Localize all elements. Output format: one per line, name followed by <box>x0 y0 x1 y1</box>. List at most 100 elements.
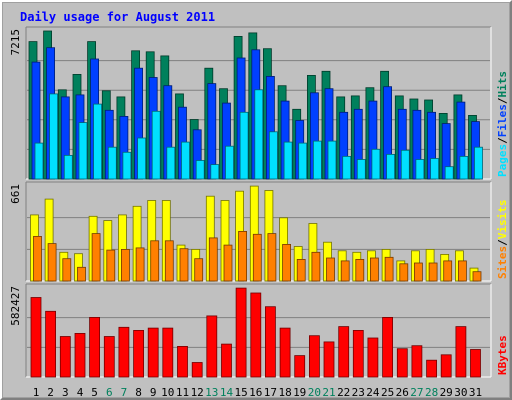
bar-kbytes-day-31 <box>470 349 481 378</box>
bar-sites-day-11 <box>179 248 189 282</box>
bar-pages-day-11 <box>181 141 190 180</box>
bar-sites-day-13 <box>208 237 218 282</box>
panel-2-legend-text: Sites/Visits <box>496 200 509 280</box>
x-tick-label-day-3: 3 <box>62 386 69 398</box>
x-tick-label-day-18: 18 <box>278 386 291 398</box>
x-tick-label-day-16: 16 <box>249 386 262 398</box>
panel-2-legend: Sites/Visits <box>496 200 509 280</box>
bar-pages-day-2 <box>49 93 58 180</box>
bar-kbytes-day-9 <box>147 327 159 378</box>
bar-pages-day-16 <box>254 89 264 180</box>
panel-3-ymax-label: 582427 <box>9 286 22 326</box>
bar-kbytes-day-13 <box>206 315 218 378</box>
bar-kbytes-day-17 <box>264 306 276 378</box>
bar-sites-day-9 <box>150 240 160 282</box>
bar-pages-day-24 <box>371 148 381 180</box>
x-tick-label-day-10: 10 <box>161 386 174 398</box>
x-tick-label-day-17: 17 <box>264 386 277 398</box>
bar-kbytes-day-7 <box>118 326 130 378</box>
bar-kbytes-day-1 <box>30 297 42 378</box>
bar-pages-day-7 <box>122 151 132 180</box>
bar-pages-day-3 <box>63 154 73 180</box>
panel-1-ymax-label: 7215 <box>9 29 22 56</box>
bar-pages-day-21 <box>327 140 337 180</box>
bar-kbytes-day-21 <box>323 341 335 378</box>
bar-kbytes-day-20 <box>308 335 320 378</box>
bar-sites-day-22 <box>340 260 350 282</box>
bar-sites-day-12 <box>194 258 204 282</box>
x-tick-label-day-1: 1 <box>33 386 40 398</box>
legend-separator: / <box>496 97 509 104</box>
bar-pages-day-12 <box>195 160 205 180</box>
bar-sites-day-30 <box>457 260 467 282</box>
bar-pages-day-27 <box>415 159 425 180</box>
bar-pages-day-17 <box>268 131 278 180</box>
bar-kbytes-day-23 <box>352 329 364 378</box>
bar-pages-day-19 <box>298 142 308 180</box>
bar-sites-day-3 <box>62 258 72 282</box>
bar-pages-day-23 <box>356 159 366 180</box>
bar-kbytes-day-15 <box>235 287 247 378</box>
bar-pages-day-8 <box>137 137 147 180</box>
bar-kbytes-day-2 <box>45 310 56 378</box>
panel-1-legend: Pages/Files/Hits <box>496 71 509 177</box>
panel-3-legend-text: KBytes <box>496 335 509 375</box>
bar-kbytes-day-12 <box>191 362 203 378</box>
bar-sites-day-24 <box>369 257 379 282</box>
bar-pages-day-31 <box>474 146 483 180</box>
bar-kbytes-day-10 <box>162 327 174 378</box>
bar-pages-day-15 <box>239 111 249 180</box>
bar-sites-day-17 <box>267 233 277 282</box>
legend-separator: / <box>496 137 509 144</box>
bar-kbytes-day-6 <box>103 336 115 378</box>
bar-pages-day-25 <box>386 153 396 180</box>
legend-separator: / <box>496 239 509 246</box>
bar-kbytes-day-25 <box>382 316 394 378</box>
x-tick-label-day-14: 14 <box>220 386 234 398</box>
x-tick-label-day-19: 19 <box>293 386 306 398</box>
bar-kbytes-day-22 <box>338 326 350 378</box>
x-tick-label-day-9: 9 <box>150 386 157 398</box>
legend-item-visits: Visits <box>496 200 509 240</box>
bar-sites-day-27 <box>413 262 423 282</box>
bar-sites-day-18 <box>282 243 292 282</box>
x-tick-label-day-21: 21 <box>322 386 335 398</box>
bar-pages-day-5 <box>93 103 102 180</box>
bar-sites-day-4 <box>77 266 86 282</box>
bar-sites-day-2 <box>47 243 57 282</box>
x-tick-label-day-6: 6 <box>106 386 113 398</box>
bar-pages-day-9 <box>151 110 161 180</box>
bar-kbytes-day-8 <box>133 329 145 378</box>
bar-pages-day-28 <box>430 158 440 180</box>
bar-sites-day-16 <box>252 233 262 282</box>
x-tick-label-day-27: 27 <box>410 386 423 398</box>
bar-kbytes-day-19 <box>294 355 306 378</box>
bar-kbytes-day-3 <box>59 336 71 378</box>
bar-sites-day-6 <box>106 249 116 282</box>
bar-pages-day-4 <box>78 122 88 180</box>
x-tick-label-day-31: 31 <box>469 386 482 398</box>
bar-sites-day-5 <box>91 233 101 282</box>
bar-pages-day-18 <box>283 141 293 180</box>
x-tick-label-day-29: 29 <box>440 386 453 398</box>
x-tick-label-day-20: 20 <box>308 386 321 398</box>
bar-sites-day-23 <box>355 258 365 282</box>
x-tick-label-day-22: 22 <box>337 386 350 398</box>
bar-sites-day-1 <box>33 235 42 282</box>
x-tick-label-day-11: 11 <box>176 386 189 398</box>
bar-sites-day-21 <box>326 257 335 282</box>
bar-sites-day-14 <box>223 244 233 282</box>
x-tick-label-day-2: 2 <box>47 386 54 398</box>
x-tick-label-day-12: 12 <box>191 386 204 398</box>
bar-pages-day-20 <box>312 140 322 180</box>
bar-sites-day-31 <box>472 271 482 282</box>
bar-kbytes-day-11 <box>177 345 188 378</box>
bar-sites-day-20 <box>311 251 321 282</box>
legend-item-sites: Sites <box>496 246 509 279</box>
x-tick-label-day-7: 7 <box>121 386 128 398</box>
x-tick-label-day-30: 30 <box>454 386 467 398</box>
x-tick-label-day-25: 25 <box>381 386 394 398</box>
bar-kbytes-day-4 <box>74 332 86 378</box>
